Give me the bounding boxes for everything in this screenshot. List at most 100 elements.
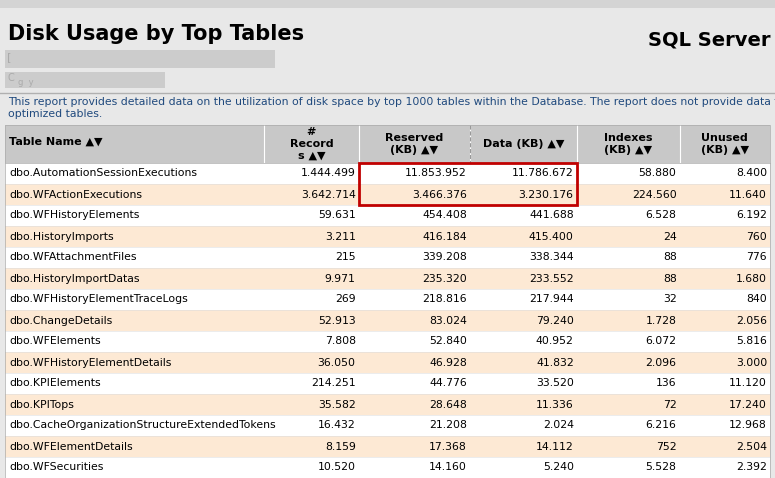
Text: dbo.WFHistoryElementTraceLogs: dbo.WFHistoryElementTraceLogs	[9, 294, 188, 304]
Text: 79.240: 79.240	[536, 315, 574, 326]
Bar	[5, 72, 165, 88]
Text: [: [	[7, 52, 12, 62]
Bar	[5, 125, 770, 478]
Text: 1.680: 1.680	[736, 273, 767, 283]
Text: 338.344: 338.344	[529, 252, 574, 262]
Text: 215: 215	[335, 252, 356, 262]
Bar	[5, 394, 770, 415]
Bar	[5, 457, 770, 478]
Text: 454.408: 454.408	[422, 210, 467, 220]
Text: dbo.HistoryImports: dbo.HistoryImports	[9, 231, 114, 241]
Text: Disk Usage by Top Tables: Disk Usage by Top Tables	[8, 24, 304, 44]
Bar	[5, 226, 770, 247]
Bar	[5, 50, 275, 68]
Text: 33.520: 33.520	[536, 379, 574, 389]
Text: 2.096: 2.096	[646, 358, 677, 368]
Text: 88: 88	[663, 273, 677, 283]
Text: 52.913: 52.913	[318, 315, 356, 326]
Text: 14.160: 14.160	[429, 463, 467, 472]
Text: 2.024: 2.024	[542, 421, 574, 431]
Text: 72: 72	[663, 400, 677, 410]
Text: This report provides detailed data on the utilization of disk space by top 1000 : This report provides detailed data on th…	[8, 97, 775, 107]
Text: 44.776: 44.776	[429, 379, 467, 389]
Text: 17.240: 17.240	[729, 400, 767, 410]
Text: 776: 776	[746, 252, 767, 262]
Text: 11.640: 11.640	[729, 189, 767, 199]
Text: dbo.WFActionExecutions: dbo.WFActionExecutions	[9, 189, 142, 199]
Bar	[5, 310, 770, 331]
Text: 88: 88	[663, 252, 677, 262]
Text: Reserved
(KB) ▲▼: Reserved (KB) ▲▼	[385, 133, 443, 155]
Text: 6.528: 6.528	[646, 210, 677, 220]
Text: 441.688: 441.688	[529, 210, 574, 220]
Text: dbo.WFHistoryElements: dbo.WFHistoryElements	[9, 210, 140, 220]
Text: optimized tables.: optimized tables.	[8, 109, 102, 119]
Bar	[5, 373, 770, 394]
Text: dbo.WFElements: dbo.WFElements	[9, 337, 101, 347]
Text: 3.211: 3.211	[325, 231, 356, 241]
Text: dbo.WFHistoryElementDetails: dbo.WFHistoryElementDetails	[9, 358, 171, 368]
Text: 1.444.499: 1.444.499	[301, 169, 356, 178]
Text: Table Name ▲▼: Table Name ▲▼	[9, 137, 102, 147]
Text: 6.072: 6.072	[646, 337, 677, 347]
Text: dbo.HistoryImportDatas: dbo.HistoryImportDatas	[9, 273, 140, 283]
Text: dbo.AutomationSessionExecutions: dbo.AutomationSessionExecutions	[9, 169, 197, 178]
Text: 2.056: 2.056	[736, 315, 767, 326]
Text: 3.642.714: 3.642.714	[301, 189, 356, 199]
Text: 224.560: 224.560	[632, 189, 677, 199]
Text: Indexes
(KB) ▲▼: Indexes (KB) ▲▼	[604, 133, 653, 155]
Text: Data (KB) ▲▼: Data (KB) ▲▼	[483, 139, 564, 149]
Text: 7.808: 7.808	[325, 337, 356, 347]
Text: 415.400: 415.400	[529, 231, 574, 241]
Bar	[5, 268, 770, 289]
Text: 6.192: 6.192	[736, 210, 767, 220]
Text: 5.240: 5.240	[542, 463, 574, 472]
Text: 2.392: 2.392	[736, 463, 767, 472]
Text: 21.208: 21.208	[429, 421, 467, 431]
Text: 6.216: 6.216	[646, 421, 677, 431]
Text: 8.400: 8.400	[736, 169, 767, 178]
Text: 8.159: 8.159	[325, 442, 356, 452]
Text: 5.528: 5.528	[646, 463, 677, 472]
Text: 3.000: 3.000	[735, 358, 767, 368]
Text: 339.208: 339.208	[422, 252, 467, 262]
Text: 416.184: 416.184	[422, 231, 467, 241]
Text: 16.432: 16.432	[318, 421, 356, 431]
Text: 11.336: 11.336	[536, 400, 574, 410]
Text: 58.880: 58.880	[639, 169, 677, 178]
Text: Unused
(KB) ▲▼: Unused (KB) ▲▼	[701, 133, 749, 155]
Text: 752: 752	[656, 442, 677, 452]
Bar	[359, 163, 577, 205]
Text: 35.582: 35.582	[318, 400, 356, 410]
Text: 24: 24	[663, 231, 677, 241]
Text: 11.120: 11.120	[729, 379, 767, 389]
Text: 40.952: 40.952	[536, 337, 574, 347]
Text: 235.320: 235.320	[422, 273, 467, 283]
Text: 218.816: 218.816	[422, 294, 467, 304]
Text: 760: 760	[746, 231, 767, 241]
Text: 2.504: 2.504	[736, 442, 767, 452]
Text: dbo.KPITops: dbo.KPITops	[9, 400, 74, 410]
Text: dbo.WFAttachmentFiles: dbo.WFAttachmentFiles	[9, 252, 136, 262]
Bar	[5, 163, 770, 184]
Text: dbo.WFSecurities: dbo.WFSecurities	[9, 463, 103, 472]
Text: 3.466.376: 3.466.376	[412, 189, 467, 199]
Text: 12.968: 12.968	[729, 421, 767, 431]
Bar	[5, 331, 770, 352]
Text: dbo.CacheOrganizationStructureExtendedTokens: dbo.CacheOrganizationStructureExtendedTo…	[9, 421, 276, 431]
Text: 5.816: 5.816	[736, 337, 767, 347]
Text: 136: 136	[656, 379, 677, 389]
Bar	[5, 415, 770, 436]
Text: g  y: g y	[18, 78, 33, 87]
Bar	[5, 247, 770, 268]
Text: 840: 840	[746, 294, 767, 304]
Bar	[0, 0, 775, 8]
Text: 52.840: 52.840	[429, 337, 467, 347]
Text: dbo.WFElementDetails: dbo.WFElementDetails	[9, 442, 133, 452]
Text: dbo.KPIElements: dbo.KPIElements	[9, 379, 101, 389]
Text: 11.853.952: 11.853.952	[405, 169, 467, 178]
Text: 36.050: 36.050	[318, 358, 356, 368]
Text: 17.368: 17.368	[429, 442, 467, 452]
Bar	[5, 205, 770, 226]
Bar	[5, 436, 770, 457]
